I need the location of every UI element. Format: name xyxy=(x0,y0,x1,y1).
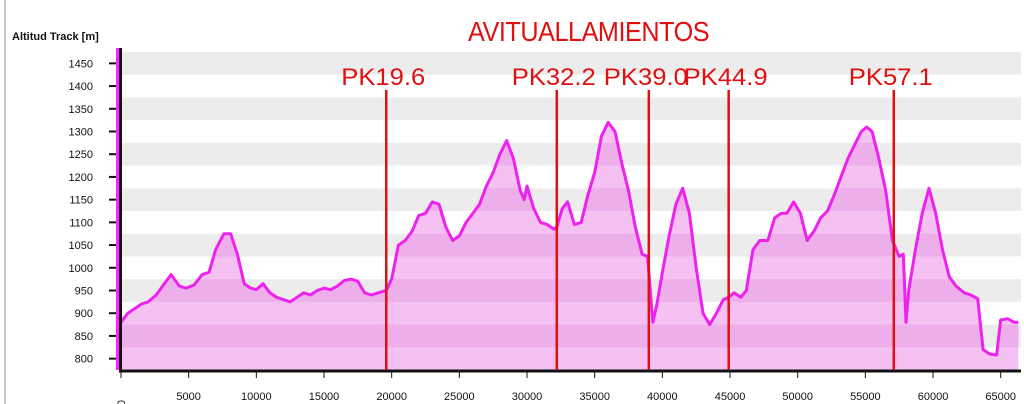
x-tick-label: 35000 xyxy=(579,391,610,403)
x-tick-label: 65000 xyxy=(985,391,1016,403)
y-ticks: 800 850 900 950 1000 1050 1100 1150 1200 1250 1300… xyxy=(69,58,116,366)
y-tick-label: 1400 xyxy=(69,81,93,93)
aid-station-label: PK39.0 xyxy=(604,64,688,91)
y-tick-label: 850 xyxy=(75,331,93,343)
grid-band xyxy=(121,52,1021,75)
x-tick-label: 30000 xyxy=(512,391,543,403)
x-tick-label: 5000 xyxy=(176,391,200,403)
aid-station-label: PK44.9 xyxy=(684,64,768,91)
y-tick-label: 1300 xyxy=(69,127,93,139)
x-tick-label: 20000 xyxy=(376,391,407,403)
y-axis-bar xyxy=(116,48,121,370)
y-tick-label: 1150 xyxy=(69,195,93,207)
y-tick-label: 950 xyxy=(75,286,93,298)
y-tick-label: 900 xyxy=(75,308,93,320)
aid-station-label: PK32.2 xyxy=(512,64,596,91)
x-tick-label: 60000 xyxy=(918,391,949,403)
area-stripe xyxy=(121,279,1019,302)
x-tick-label: 40000 xyxy=(647,391,678,403)
left-divider xyxy=(4,0,6,404)
x-ticks: 0 5000 10000 15000 20000 25000 30000 35000 40000… xyxy=(116,372,1016,404)
y-tick-label: 800 xyxy=(75,354,93,366)
x-tick-label: 0 xyxy=(116,400,128,404)
area-stripe xyxy=(121,324,1019,348)
x-tick-label: 50000 xyxy=(782,391,813,403)
y-tick-label: 1200 xyxy=(69,172,93,184)
x-tick-label: 10000 xyxy=(241,391,272,403)
x-tick-label: 15000 xyxy=(309,391,340,403)
y-tick-label: 1100 xyxy=(69,217,93,229)
grid-band xyxy=(121,97,1021,121)
x-tick-label: 45000 xyxy=(715,391,746,403)
grid-band xyxy=(121,142,1021,166)
y-tick-label: 1350 xyxy=(69,104,93,116)
y-tick-label: 1250 xyxy=(69,149,93,161)
chart-title: AVITUALLAMIENTOS xyxy=(468,16,710,47)
elevation-line xyxy=(119,120,1019,357)
aid-station-label: PK57.1 xyxy=(849,64,933,91)
y-tick-label: 1450 xyxy=(69,58,93,70)
y-axis-label: Altitud Track [m] xyxy=(12,31,99,43)
x-tick-label: 55000 xyxy=(850,391,881,403)
y-tick-label: 1000 xyxy=(69,263,93,275)
y-tick-label: 1050 xyxy=(69,240,93,252)
x-tick-label: 25000 xyxy=(444,391,475,403)
aid-station-label: PK19.6 xyxy=(341,64,425,91)
